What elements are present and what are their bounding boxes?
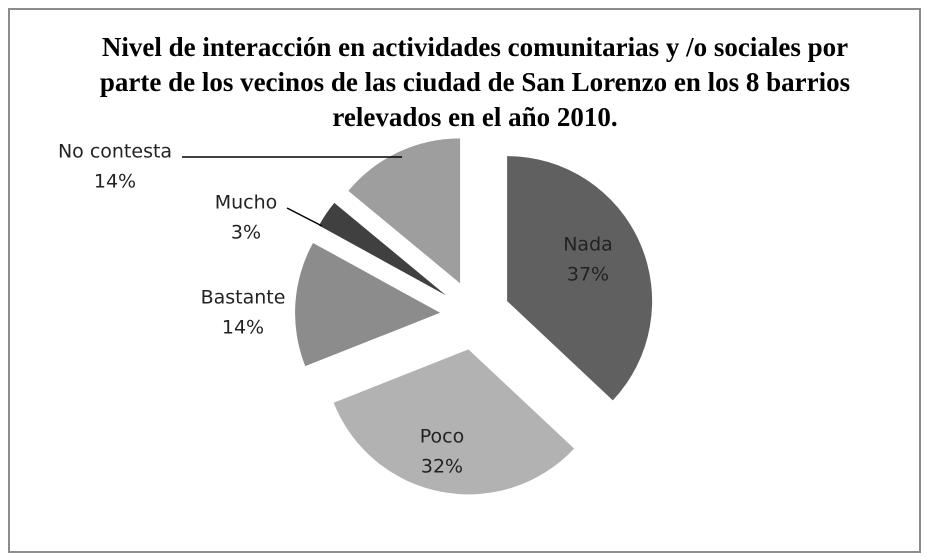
pie-slice: [507, 156, 653, 401]
pie-slice: [295, 242, 441, 367]
slice-label: Nada: [563, 234, 613, 256]
chart-title: Nivel de interacción en actividades comu…: [99, 32, 851, 132]
slice-value-label: 32%: [421, 456, 463, 478]
slice-label: No contesta: [58, 141, 172, 163]
pie-slice: [348, 138, 461, 284]
slice-value-label: 14%: [94, 171, 136, 193]
slice-value-label: 3%: [231, 222, 261, 244]
leader-line: [286, 207, 323, 227]
slice-label: Mucho: [215, 192, 278, 214]
pie-slice: [333, 349, 575, 495]
slice-label: Bastante: [201, 287, 286, 309]
pie-slice: [318, 202, 447, 296]
slice-value-label: 14%: [222, 317, 264, 339]
slice-label: Poco: [420, 426, 464, 448]
slice-value-label: 37%: [567, 264, 609, 286]
